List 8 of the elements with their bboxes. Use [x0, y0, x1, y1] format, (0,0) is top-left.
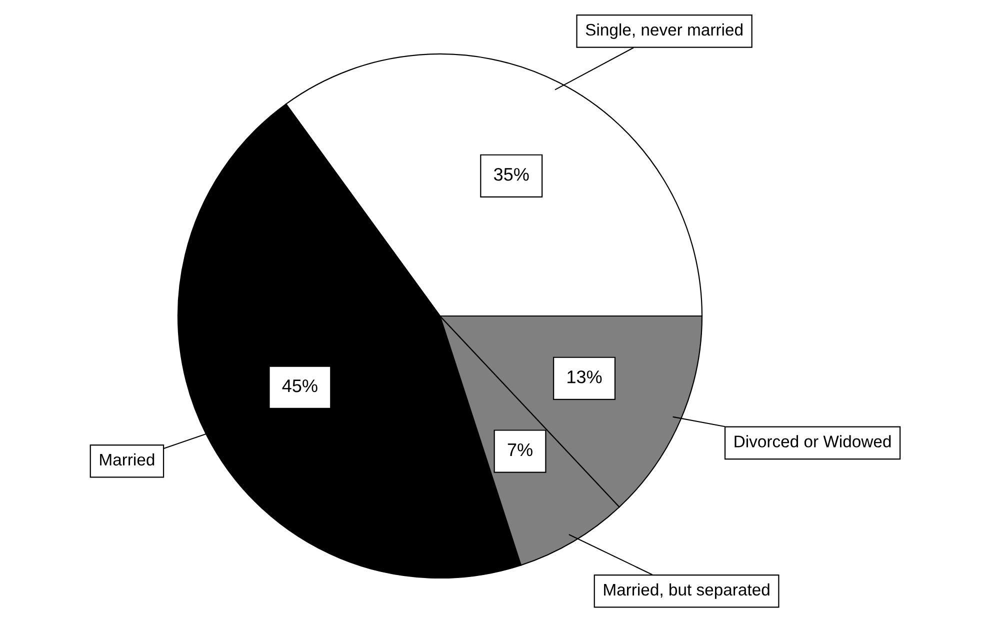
slice-label: Married, but separated: [604, 583, 770, 599]
data-label: 13%: [568, 370, 602, 384]
data-label: 7%: [508, 443, 532, 456]
data-label: 45%: [282, 380, 318, 392]
slice-label: Single, never married: [586, 23, 742, 39]
slice-label: Married: [100, 453, 154, 466]
slice-label: Divorced or Widowed: [734, 435, 891, 448]
data-label: 35%: [494, 168, 529, 181]
